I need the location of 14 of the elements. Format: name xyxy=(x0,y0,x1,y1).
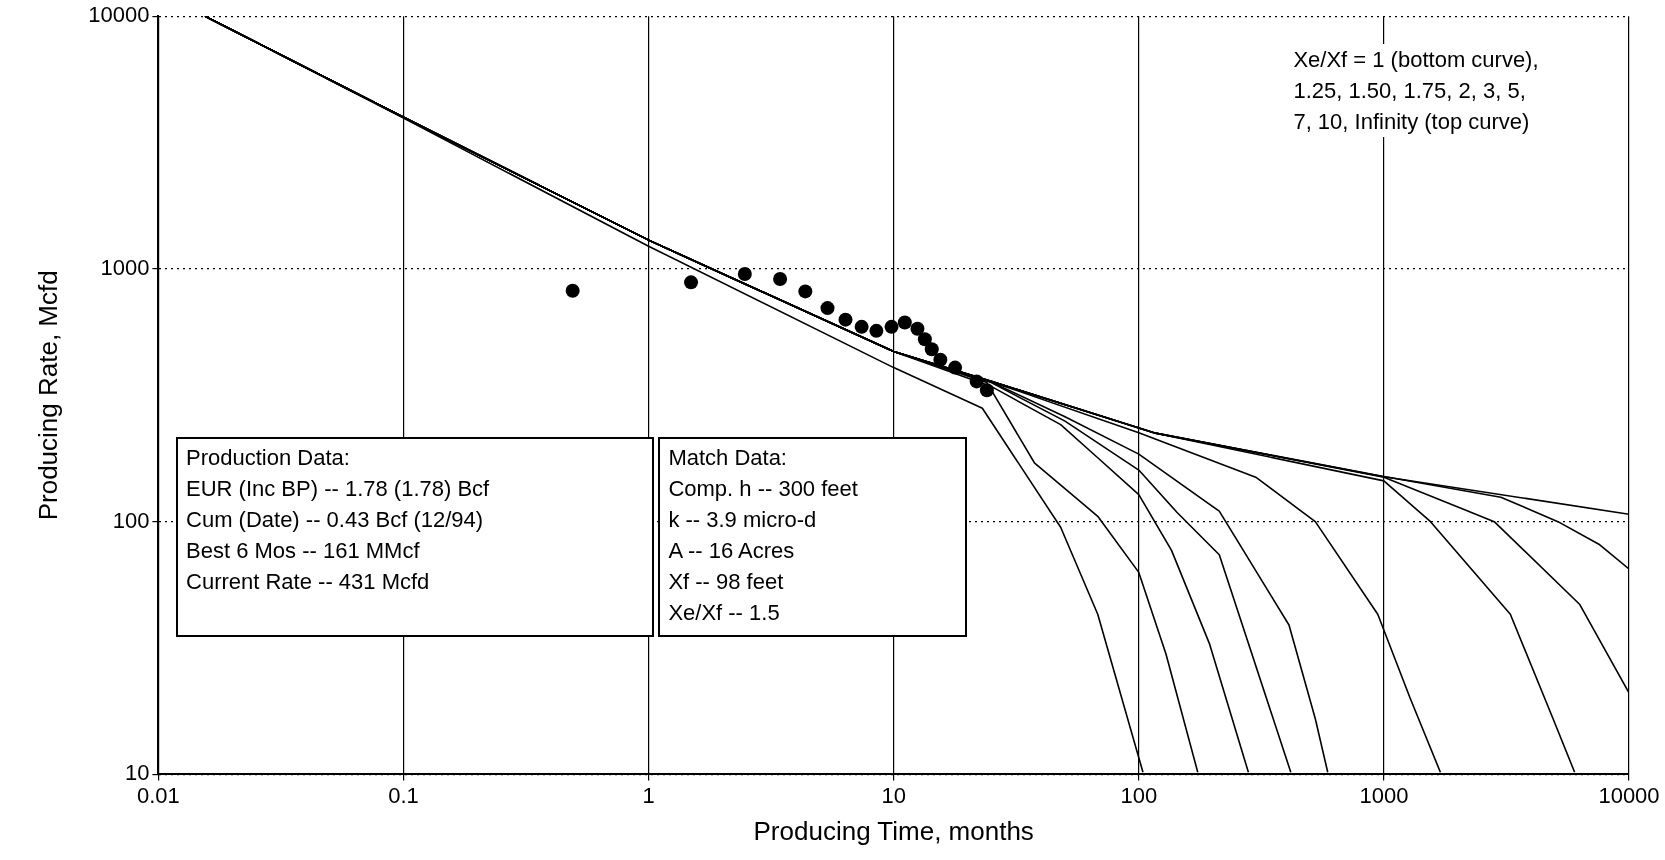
y-axis-title: Producing Rate, Mcfd xyxy=(32,270,63,521)
y-tick-label: 100 xyxy=(112,507,150,533)
y-tick-label: 10000 xyxy=(88,2,150,28)
x-tick-label: 10 xyxy=(881,782,906,808)
x-tick-label: 1 xyxy=(642,782,655,808)
annotation: Production Data: EUR (Inc BP) -- 1.78 (1.78) Bcf Cum (Date) -- 0.43 Bcf (12/94) Best 6 Mos -- 161 MMcf Current Rate -- 431 Mcfd xyxy=(186,444,490,596)
annotation: Xe/Xf = 1 (bottom curve), 1.25, 1.50, 1.75, 2, 3, 5, 7, 10, Infinity (top curve) xyxy=(1293,43,1539,137)
x-tick-label: 10000 xyxy=(1598,782,1660,808)
x-tick-label: 100 xyxy=(1120,782,1158,808)
x-tick-label: 1000 xyxy=(1359,782,1409,808)
y-tick-label: 1000 xyxy=(100,255,150,280)
x-tick-label: 0.1 xyxy=(388,782,419,808)
annotation: Match Data: Comp. h -- 300 feet k -- 3.9 micro-d A -- 16 Acres Xf -- 98 feet Xe/Xf -- 1.5 xyxy=(668,444,858,627)
x-axis-title: Producing Time, months xyxy=(753,815,1034,846)
